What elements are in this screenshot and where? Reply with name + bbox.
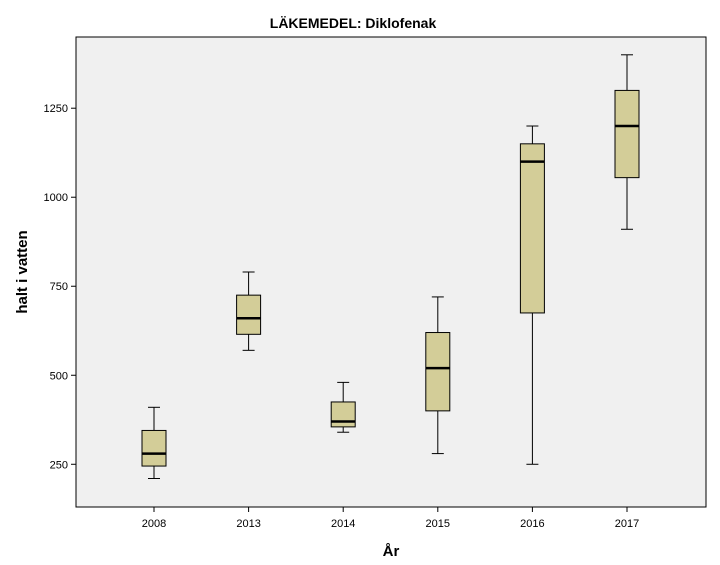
y-axis-title: halt i vatten — [14, 230, 31, 313]
y-tick-label: 1250 — [44, 103, 68, 115]
x-tick-label: 2015 — [426, 518, 450, 530]
chart-title: LÄKEMEDEL: Diklofenak — [270, 15, 437, 31]
x-axis-title: År — [383, 543, 400, 560]
y-axis: 250 500 750 1000 1250 — [44, 103, 76, 471]
box-2017 — [614, 54, 640, 230]
box-2015 — [425, 296, 451, 455]
iqr-box — [519, 143, 545, 314]
iqr-box — [330, 401, 356, 428]
iqr-box — [141, 429, 167, 467]
y-tick-label: 500 — [50, 370, 68, 382]
boxes — [141, 54, 640, 480]
x-tick-label: 2014 — [331, 518, 355, 530]
box-2016 — [519, 125, 545, 465]
x-tick-label: 2008 — [142, 518, 166, 530]
y-tick-label: 750 — [50, 281, 68, 293]
x-axis: 2008 2013 2014 2015 2016 2017 — [142, 507, 639, 530]
box-2008 — [141, 406, 167, 480]
y-tick-label: 250 — [50, 459, 68, 471]
y-tick-label: 1000 — [44, 192, 68, 204]
iqr-box — [425, 332, 451, 412]
box-2014 — [330, 381, 356, 433]
iqr-box — [614, 89, 640, 179]
x-tick-label: 2017 — [615, 518, 639, 530]
plot-area — [75, 36, 707, 508]
iqr-box — [236, 294, 262, 335]
x-tick-label: 2013 — [236, 518, 260, 530]
box-2013 — [236, 271, 262, 351]
x-tick-label: 2016 — [520, 518, 544, 530]
